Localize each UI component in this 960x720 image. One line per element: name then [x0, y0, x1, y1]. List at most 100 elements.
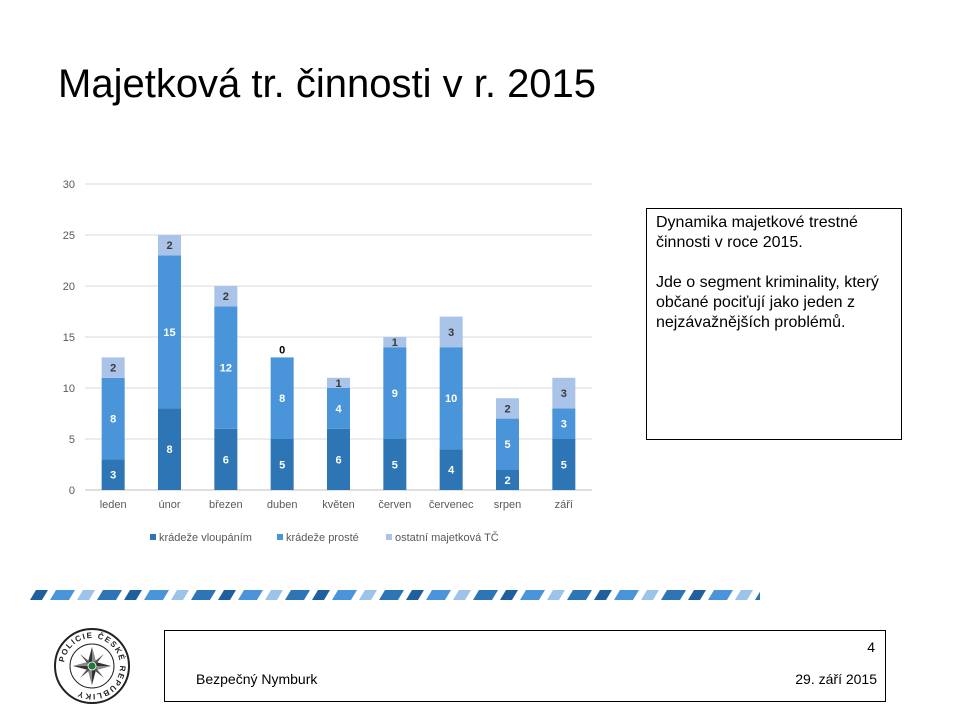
stripe [755, 591, 760, 600]
y-tick-label: 20 [63, 281, 75, 293]
bar-segment [101, 459, 125, 490]
stripe [238, 590, 263, 600]
stripe [265, 590, 283, 600]
stripe [144, 590, 169, 600]
bar-segment [101, 357, 125, 378]
y-tick-label: 15 [63, 332, 75, 344]
data-label: 8 [279, 393, 285, 405]
data-label: 5 [392, 460, 398, 472]
data-label: 9 [392, 388, 398, 400]
bar-segment [327, 388, 350, 429]
footer-box: 4 Bezpečný Nymburk 29. září 2015 [164, 630, 886, 702]
bar-segment [214, 286, 238, 307]
bar-segment [552, 377, 576, 409]
x-tick-label: srpen [494, 499, 522, 511]
bar-segment [552, 439, 576, 490]
stripe [735, 590, 753, 600]
footer-date: 29. září 2015 [795, 671, 877, 687]
x-tick-label: červenec [429, 499, 474, 511]
data-label: 3 [110, 470, 116, 482]
stripe [218, 590, 236, 600]
page-number: 4 [867, 639, 875, 655]
x-tick-label: leden [100, 499, 127, 511]
data-label: 3 [448, 327, 454, 339]
stripe [594, 590, 612, 600]
stripe [567, 590, 592, 600]
y-tick-label: 25 [63, 230, 75, 242]
stripe [77, 590, 95, 600]
stripe [332, 590, 357, 600]
data-label: 6 [223, 454, 229, 466]
legend-label: krádeže prosté [286, 532, 359, 544]
y-tick-label: 0 [69, 485, 75, 497]
bar-segment [158, 235, 181, 256]
y-tick-label: 5 [69, 434, 75, 446]
bar-segment [327, 377, 350, 388]
legend-label: krádeže vloupáním [159, 532, 252, 544]
y-tick-label: 30 [63, 179, 75, 191]
data-label: 3 [561, 419, 567, 431]
stripe [30, 590, 48, 600]
x-tick-label: únor [158, 499, 180, 511]
stripe [547, 590, 565, 600]
data-label: 6 [335, 454, 341, 466]
stripe [520, 590, 545, 600]
stripe [688, 590, 706, 600]
data-label: 4 [335, 403, 342, 415]
x-tick-label: červen [378, 499, 411, 511]
bar-segment [214, 306, 238, 429]
stripe [285, 590, 310, 600]
stripe [312, 590, 330, 600]
bar-segment [496, 469, 519, 490]
chart-y-ticks: 0 5 10 15 20 25 30 [63, 179, 75, 497]
legend-item: ostatní majetková TČ [386, 531, 499, 544]
chart-x-ticks: leden únor březen duben květen červen červenec… [100, 499, 573, 511]
stripe [661, 590, 686, 600]
stripe [379, 590, 404, 600]
police-star-emblem-icon: POLICIE ČESKÉ REPUBLIKY [54, 628, 130, 704]
bar-segment [270, 439, 294, 490]
data-label: 15 [163, 327, 175, 339]
x-tick-label: duben [267, 499, 298, 511]
slide-title: Majetková tr. činnosti v r. 2015 [58, 62, 597, 106]
bar-segment [383, 337, 407, 348]
x-tick-label: březen [209, 499, 243, 511]
data-label: 12 [220, 363, 232, 375]
bar-segment [439, 449, 463, 490]
data-label: 1 [335, 378, 341, 390]
data-label: 2 [110, 363, 116, 375]
footer-left-text: Bezpečný Nymburk [196, 671, 318, 687]
legend-item: krádeže prosté [277, 532, 359, 544]
note-paragraph-1: Dynamika majetkové trestné činnosti v ro… [656, 214, 858, 251]
bar-segment [158, 408, 181, 490]
stripe [191, 590, 216, 600]
bar-segment [327, 428, 350, 490]
bar-segment [270, 357, 294, 439]
note-paragraph-2: Jde o segment kriminality, který občané … [656, 274, 879, 331]
stripe [426, 590, 451, 600]
legend-swatch [386, 534, 392, 540]
bar-segment [383, 439, 407, 490]
stripe [614, 590, 639, 600]
chart-legend: krádeže vloupáním krádeže prosté ostatní m… [150, 531, 499, 544]
decorative-stripe-band [30, 590, 760, 600]
bar-segment [214, 428, 238, 490]
bar-segment [439, 316, 463, 348]
data-label: 8 [110, 414, 116, 426]
data-label: 8 [166, 444, 172, 456]
stripe [50, 590, 75, 600]
data-label: 0 [279, 344, 285, 356]
stripe [359, 590, 377, 600]
stripe [453, 590, 471, 600]
data-label: 2 [504, 403, 510, 415]
data-label: 5 [504, 439, 510, 451]
bar-segment [439, 347, 463, 450]
y-tick-label: 10 [63, 383, 75, 395]
bar-segment [101, 377, 125, 460]
bar-segment [383, 347, 407, 439]
data-label: 4 [448, 465, 455, 477]
bar-segment [552, 408, 576, 439]
data-label: 5 [279, 460, 285, 472]
